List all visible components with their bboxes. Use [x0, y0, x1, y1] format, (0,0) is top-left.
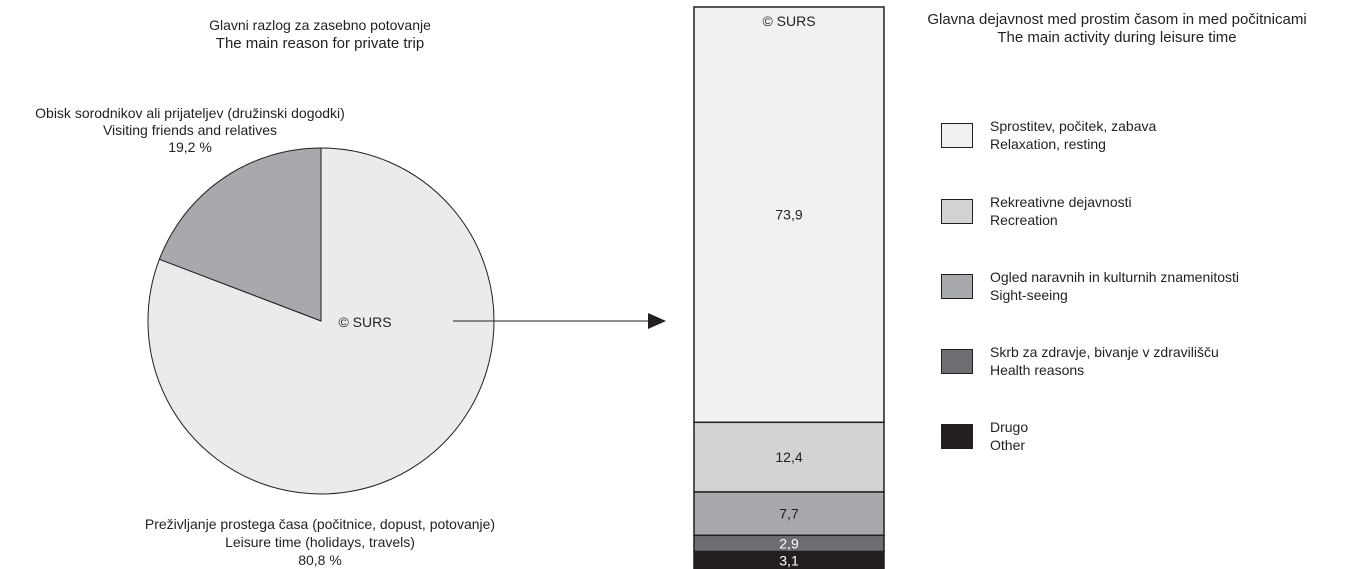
- legend-label-en: Recreation: [990, 212, 1058, 228]
- legend-item-relaxation: Sprostitev, počitek, zabava Relaxation, …: [941, 117, 1341, 161]
- pie-slice-label-leisure-sl: Preživljanje prostega časa (počitnice, d…: [144, 516, 496, 532]
- legend-label-en: Relaxation, resting: [990, 136, 1106, 152]
- legend-item-health: Skrb za zdravje, bivanje v zdravilišču H…: [941, 343, 1341, 387]
- legend-item-sightseeing: Ogled naravnih in kulturnih znamenitosti…: [941, 268, 1341, 312]
- bar-subtitle: The main activity during leisure time: [997, 29, 1237, 46]
- legend-label-sl: Rekreativne dejavnosti: [990, 194, 1132, 210]
- bar-segment-label-health: 2,9: [779, 535, 799, 551]
- bar-segment-label-sightseeing: 7,7: [779, 506, 799, 522]
- pie-slice-visiting: [158, 147, 322, 322]
- legend-label-sl: Sprostitev, počitek, zabava: [990, 118, 1157, 134]
- pie-slice-value-visiting: 19,2 %: [168, 139, 212, 155]
- legend-swatch: [941, 199, 973, 224]
- bar-segment-label-recreation: 12,4: [775, 449, 802, 465]
- legend-label: Ogled naravnih in kulturnih znamenitosti…: [990, 268, 1239, 304]
- pie-chart: [147, 147, 495, 495]
- legend-label: Skrb za zdravje, bivanje v zdravilišču H…: [990, 343, 1219, 379]
- legend-label-en: Health reasons: [990, 362, 1085, 378]
- stacked-bar: 73,9 12,4 7,7 2,93,1: [693, 6, 885, 569]
- legend-item-other: Drugo Other: [941, 418, 1341, 462]
- pie-watermark: © SURS: [338, 314, 391, 330]
- bar-watermark: © SURS: [762, 13, 815, 29]
- legend-label-en: Sight-seeing: [990, 287, 1068, 303]
- connector-arrow: [453, 313, 666, 329]
- legend-label-sl: Ogled naravnih in kulturnih znamenitosti: [990, 269, 1240, 285]
- legend-swatch: [941, 123, 973, 148]
- legend-label: Drugo Other: [990, 418, 1028, 454]
- pie-subtitle: The main reason for private trip: [215, 35, 425, 52]
- legend-label-sl: Drugo: [990, 419, 1029, 435]
- pie-slice-label-leisure-en: Leisure time (holidays, travels): [225, 534, 415, 550]
- pie-slice-label-visiting-en: Visiting friends and relatives: [102, 122, 278, 138]
- legend-label-sl: Skrb za zdravje, bivanje v zdravilišču: [990, 344, 1219, 360]
- legend-item-recreation: Rekreativne dejavnosti Recreation: [941, 193, 1341, 237]
- pie-slice-leisure: [147, 147, 495, 495]
- legend-swatch: [941, 349, 973, 374]
- bar-segment-sightseeing: [693, 491, 885, 537]
- bar-segment-other: [693, 550, 885, 569]
- legend-swatch: [941, 424, 973, 449]
- bar-segment-label-other: 3,1: [779, 552, 799, 568]
- bar-segment-relaxation: [693, 6, 885, 424]
- pie-slice-label-visiting-sl: Obisk sorodnikov ali prijateljev (družin…: [35, 105, 345, 121]
- legend-label: Rekreativne dejavnosti Recreation: [990, 193, 1132, 229]
- bar-segment-recreation: [693, 421, 885, 493]
- bar-segment-label-relaxation: 73,9: [775, 207, 802, 223]
- legend-label-en: Other: [990, 437, 1026, 453]
- pie-slice-value-leisure: 80,8 %: [298, 552, 342, 568]
- pie-title: Glavni razlog za zasebno potovanje: [209, 17, 431, 33]
- legend-swatch: [941, 274, 973, 299]
- legend-label: Sprostitev, počitek, zabava Relaxation, …: [990, 117, 1156, 153]
- bar-title: Glavna dejavnost med prostim časom in me…: [927, 11, 1307, 28]
